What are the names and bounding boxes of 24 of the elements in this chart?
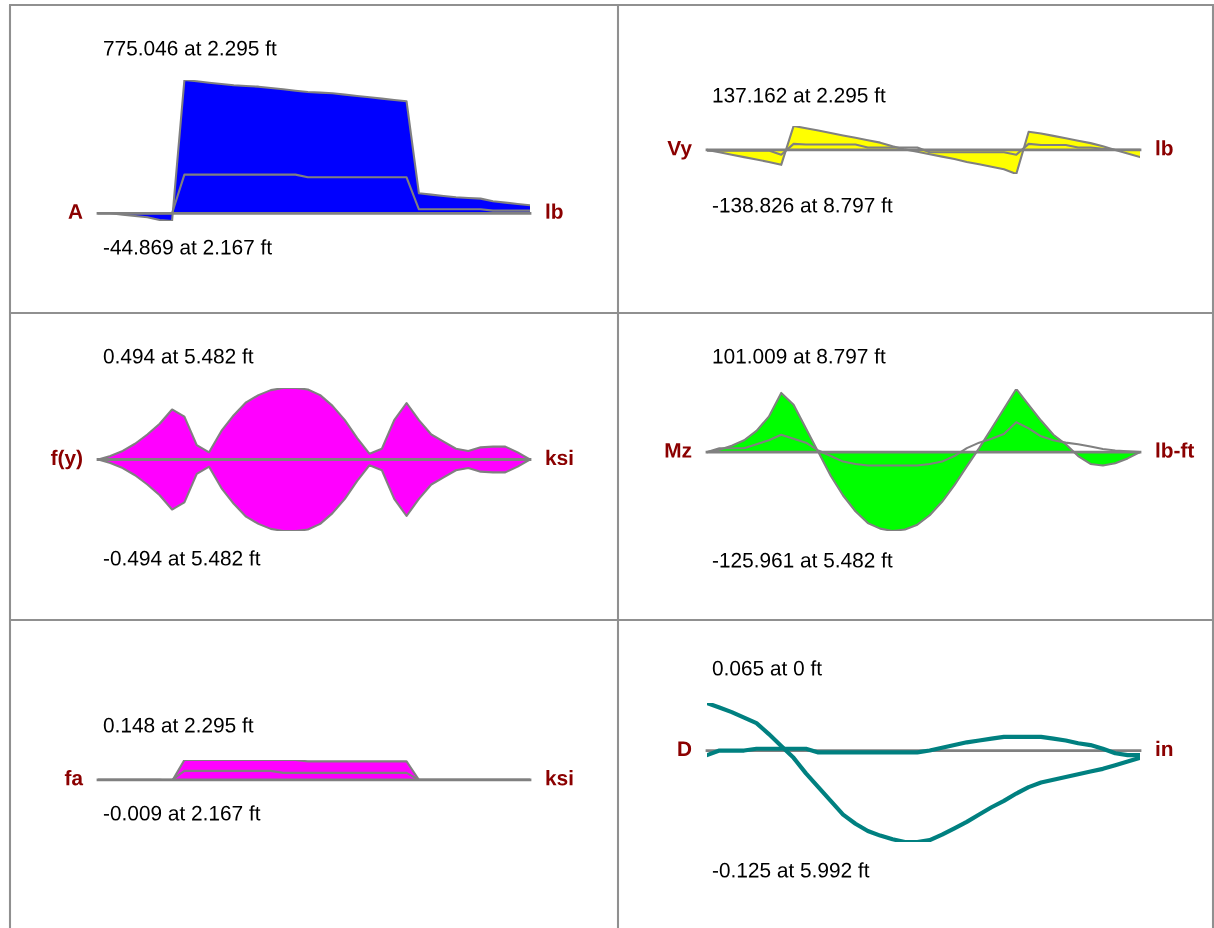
text: -125.961 at 5.482 ft xyxy=(712,552,893,568)
y2-axis-title: ksi xyxy=(546,770,573,786)
text: -138.826 at 8.797 ft xyxy=(712,197,893,213)
text: -44.869 at 2.167 ft xyxy=(103,239,272,255)
text: 0.065 at 0 ft xyxy=(712,660,822,676)
text: 775.046 at 2.295 ft xyxy=(104,40,277,56)
y-axis-title: A xyxy=(68,204,83,219)
y2-axis-title: ksi xyxy=(546,449,573,466)
text: 101.009 at 8.797 ft xyxy=(713,348,886,364)
text: 0.494 at 5.482 ft xyxy=(103,348,254,364)
text: -0.494 at 5.482 ft xyxy=(103,550,261,566)
y2-axis-title: in xyxy=(1156,740,1173,756)
y-axis-title: fa xyxy=(64,770,84,786)
y2-axis-title: lb-ft xyxy=(1156,442,1195,458)
y-axis-title: Vy xyxy=(667,140,692,160)
text: 0.148 at 2.295 ft xyxy=(103,717,254,733)
text: -0.009 at 2.167 ft xyxy=(103,805,261,821)
y-axis-title: Mz xyxy=(665,443,692,458)
y2-axis-title: lb xyxy=(546,203,563,219)
text: 137.162 at 2.295 ft xyxy=(713,87,886,103)
y2-axis-title: lb xyxy=(1156,140,1173,156)
y-axis-title: f(y) xyxy=(50,449,82,470)
y-axis-title: D xyxy=(678,741,692,756)
text: -0.125 at 5.992 ft xyxy=(712,862,870,878)
